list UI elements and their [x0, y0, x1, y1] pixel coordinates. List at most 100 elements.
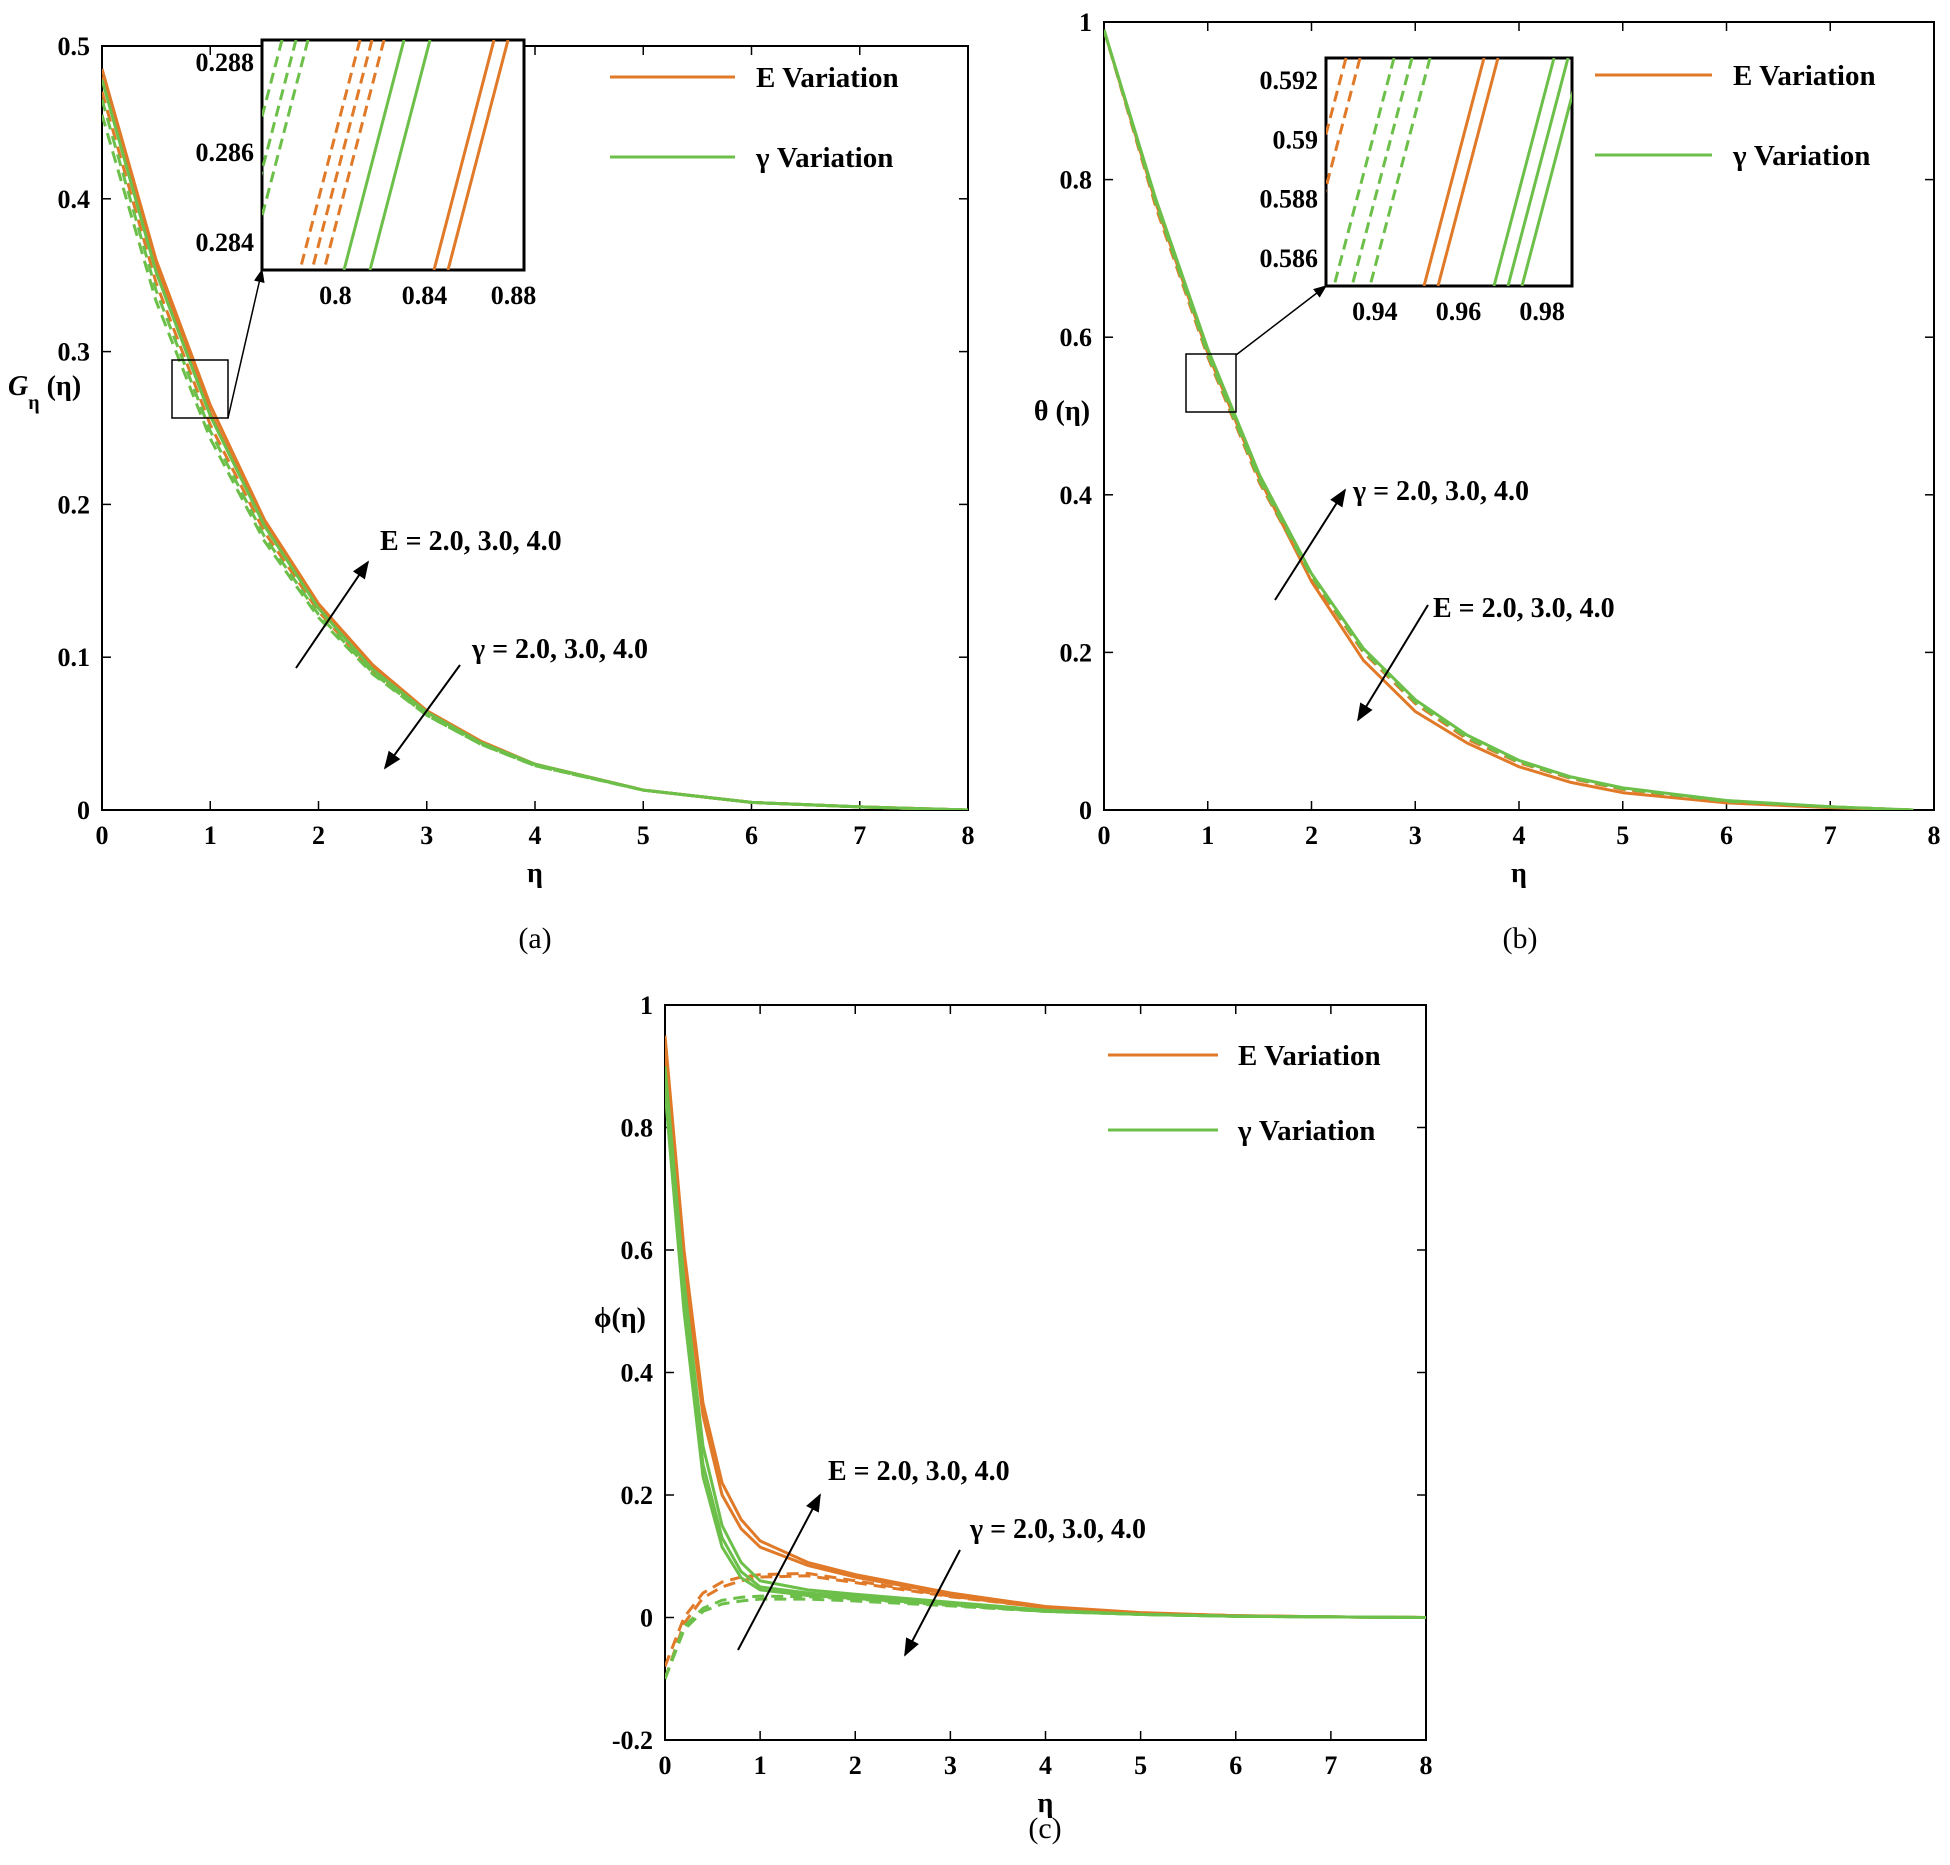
panel-caption: (a)	[518, 922, 551, 955]
y-tick-label: 0.2	[621, 1481, 654, 1510]
zoom-inset: 0.592 0.59 0.588 0.586 0.94 0.96 0.98	[1260, 56, 1574, 326]
x-tick-label: 1	[204, 821, 217, 850]
inset-y-tick-label: 0.286	[196, 138, 255, 167]
series-group	[1104, 29, 1914, 810]
x-tick-label: 3	[1409, 821, 1422, 850]
inset-y-tick-label: 0.592	[1260, 66, 1319, 95]
annotation-arrow	[1274, 488, 1346, 601]
y-axis-label: θ (η)	[1034, 396, 1090, 427]
annotation-arrow	[737, 1493, 821, 1651]
x-tick-label: 1	[1201, 821, 1214, 850]
inset-frame	[1324, 56, 1574, 288]
y-tick-label: 0	[640, 1604, 653, 1633]
inset-x-tick-label: 0.88	[491, 281, 537, 310]
inset-line-4	[1368, 58, 1432, 286]
legend-label: E Variation	[1238, 1040, 1381, 1072]
inset-lines	[262, 40, 510, 270]
series-line-8	[665, 1597, 1426, 1680]
zoom-source-box	[1185, 353, 1237, 413]
zoom-connector-arrow	[1235, 285, 1328, 356]
x-axis-label: η	[1511, 858, 1527, 889]
inset-lines	[1326, 58, 1572, 286]
y-tick-label: 0.2	[58, 490, 91, 519]
series-line-2	[665, 1571, 1426, 1668]
inset-line-3	[1350, 58, 1414, 286]
inset-y-tick-label: 0.284	[196, 228, 255, 257]
inset-line-5	[1422, 58, 1486, 286]
y-tick-label: 0.4	[621, 1359, 654, 1388]
x-tick-label: 6	[1720, 821, 1733, 850]
inset-y-tick-label: 0.586	[1260, 244, 1319, 273]
annotation-text: E = 2.0, 3.0, 4.0	[828, 1456, 1010, 1487]
y-tick-label: 0.3	[58, 338, 91, 367]
inset-line-9	[446, 40, 510, 270]
inset-line-5	[322, 40, 386, 270]
x-tick-label: 4	[1513, 821, 1526, 850]
x-tick-label: 6	[1229, 1751, 1242, 1780]
y-axis-label: ϕ(η)	[594, 1303, 646, 1334]
x-tick-label: 0	[1098, 821, 1111, 850]
series-line-1	[102, 76, 968, 810]
legend-label: γ Variation	[1732, 140, 1870, 172]
y-tick-label: 0.1	[58, 643, 91, 672]
inset-y-tick-label: 0.588	[1260, 185, 1319, 214]
panel-caption: (c)	[1028, 1812, 1061, 1845]
annotation-arrow	[383, 664, 461, 770]
inset-line-9	[1520, 90, 1572, 286]
x-axis-label: η	[527, 858, 543, 889]
x-tick-label: 1	[754, 1751, 767, 1780]
x-tick-label: 2	[849, 1751, 862, 1780]
annotation-arrow	[1357, 604, 1429, 722]
x-tick-label: 7	[853, 821, 866, 850]
series-line-7	[665, 1594, 1426, 1680]
inset-line-0	[1326, 58, 1348, 140]
y-tick-label: -0.2	[612, 1726, 653, 1755]
series-group	[102, 68, 968, 810]
zoom-inset: 0.288 0.286 0.284 0.8 0.84 0.88	[196, 38, 537, 310]
x-tick-label: 8	[962, 821, 975, 850]
y-axis-label: Gη (η)	[8, 371, 81, 414]
y-tick-label: 0.4	[1060, 481, 1093, 510]
y-tick-label: 0.2	[1060, 638, 1093, 667]
inset-line-6	[1436, 58, 1500, 286]
legend-label: γ Variation	[1237, 1115, 1375, 1147]
series-line-3	[102, 79, 968, 810]
y-tick-label: 0.8	[621, 1114, 654, 1143]
x-tick-label: 7	[1324, 1751, 1337, 1780]
annotation-text: γ = 2.0, 3.0, 4.0	[1352, 476, 1529, 507]
panel-a: 0 1 2 3 4 5 6 7 8 0 0.1 0.2 0.3 0.4 0.5 η Gη (η) E Variat…	[8, 32, 975, 955]
x-tick-label: 2	[312, 821, 325, 850]
x-tick-label: 8	[1928, 821, 1941, 850]
inset-line-8	[432, 40, 496, 270]
inset-line-8	[1506, 58, 1570, 286]
x-tick-label: 7	[1824, 821, 1837, 850]
inset-x-tick-label: 0.84	[402, 281, 448, 310]
inset-line-2	[262, 40, 310, 223]
zoom-source-box	[171, 359, 229, 419]
x-tick-label: 2	[1305, 821, 1318, 850]
y-tick-label: 0.6	[1060, 323, 1093, 352]
y-tick-label: 0	[1079, 796, 1092, 825]
x-tick-label: 8	[1420, 1751, 1433, 1780]
inset-line-1	[262, 40, 298, 177]
annotation-arrow	[295, 560, 370, 669]
legend-label: E Variation	[756, 62, 899, 94]
x-tick-label: 5	[1616, 821, 1629, 850]
inset-y-tick-label: 0.288	[196, 48, 255, 77]
y-tick-label: 0	[77, 796, 90, 825]
annotation-text: γ = 2.0, 3.0, 4.0	[471, 634, 648, 665]
panel-b: 0 1 2 3 4 5 6 7 8 0 0.2 0.4 0.6 0.8 1 η θ (η) E Variation…	[1034, 8, 1941, 955]
inset-x-tick-label: 0.8	[319, 281, 352, 310]
x-tick-label: 3	[944, 1751, 957, 1780]
annotation-arrow	[904, 1549, 961, 1657]
series-line-3	[1104, 29, 1914, 810]
x-tick-label: 5	[1134, 1751, 1147, 1780]
y-tick-label: 0.6	[621, 1236, 654, 1265]
y-tick-label: 0.4	[58, 185, 91, 214]
y-tick-label: 1	[1079, 8, 1092, 37]
inset-line-1	[1326, 58, 1362, 194]
inset-y-tick-label: 0.59	[1273, 125, 1319, 154]
inset-line-3	[298, 40, 362, 270]
inset-line-0	[262, 40, 284, 123]
x-tick-label: 0	[659, 1751, 672, 1780]
